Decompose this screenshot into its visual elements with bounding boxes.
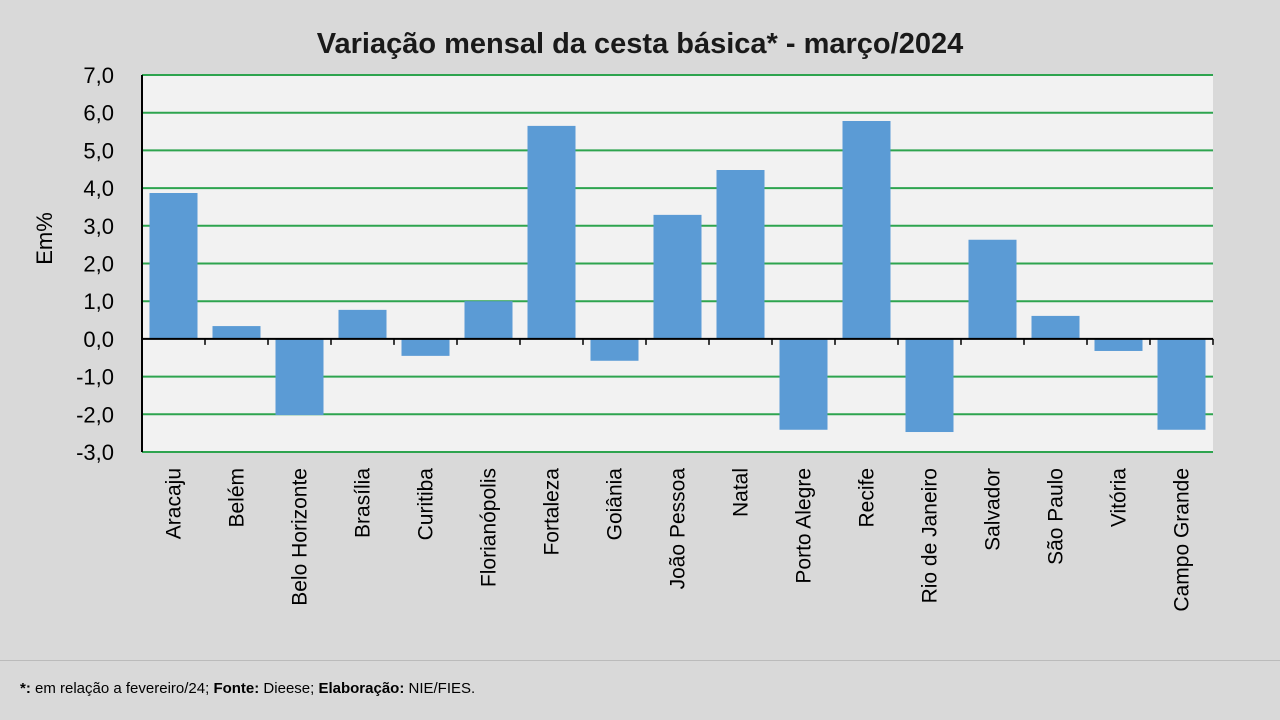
bar-goiânia	[590, 338, 639, 361]
elaboration-value: NIE/FIES.	[404, 680, 476, 697]
x-tick-label: Belém	[226, 468, 249, 528]
y-tick-label: 4,0	[83, 176, 114, 201]
y-tick-label: 1,0	[83, 289, 114, 314]
x-tick-label: Rio de Janeiro	[919, 468, 942, 603]
x-tick-label: Florianópolis	[478, 468, 501, 587]
bar-campo-grande	[1157, 338, 1206, 430]
bar-salvador	[968, 239, 1017, 339]
bar-aracaju	[149, 193, 198, 339]
x-tick-label: Natal	[730, 468, 753, 517]
bar-vitória	[1094, 338, 1143, 351]
x-tick-label: Aracaju	[163, 468, 186, 539]
footnote-mark: *:	[20, 680, 31, 697]
x-tick-label: Salvador	[982, 468, 1005, 551]
source-label: Fonte:	[213, 680, 260, 697]
x-tick-label: Goiânia	[604, 468, 627, 541]
bar-florianópolis	[464, 301, 513, 339]
x-tick-label: Curitiba	[415, 468, 438, 541]
bar-recife	[842, 120, 891, 339]
bar-porto-alegre	[779, 338, 828, 430]
y-tick-label: 5,0	[83, 138, 114, 163]
x-tick-label: Porto Alegre	[793, 468, 816, 584]
bar-joão-pessoa	[653, 214, 702, 339]
y-tick-label: 0,0	[83, 327, 114, 352]
x-tick-label: Brasília	[352, 468, 375, 538]
y-axis-label: Em%	[32, 212, 57, 265]
y-tick-label: 6,0	[83, 101, 114, 126]
y-tick-label: -2,0	[76, 402, 114, 427]
x-tick-label: Vitória	[1108, 468, 1131, 527]
x-tick-label: Campo Grande	[1171, 468, 1194, 612]
x-tick-label: Fortaleza	[541, 468, 564, 556]
chart-title: Variação mensal da cesta básica* - março…	[316, 28, 964, 60]
x-tick-label: Belo Horizonte	[289, 468, 312, 606]
bar-fortaleza	[527, 125, 576, 339]
y-tick-label: -3,0	[76, 440, 114, 465]
bar-são-paulo	[1031, 315, 1080, 339]
divider	[0, 660, 1280, 661]
footnote: *: em relação a fevereiro/24; Fonte: Die…	[20, 680, 475, 697]
bar-belém	[212, 326, 261, 339]
bar-chart: 7,0 6,0 5,0 4,0 3,0 2,0 1,0 0,0 -1,0 -2,0 -3,0 Arac…	[32, 63, 1214, 612]
y-tick-label: 2,0	[83, 252, 114, 277]
elaboration-label: Elaboração:	[318, 680, 405, 697]
bar-natal	[716, 170, 765, 339]
x-tick-label: João Pessoa	[667, 468, 690, 590]
bar-belo-horizonte	[275, 338, 324, 416]
x-tick-label: Recife	[856, 468, 879, 528]
y-tick-label: 3,0	[83, 214, 114, 239]
source-value: Dieese;	[259, 680, 319, 697]
bar-curitiba	[401, 338, 450, 356]
x-tick-label: São Paulo	[1045, 468, 1068, 565]
y-tick-label: -1,0	[76, 365, 114, 390]
bar-rio-de-janeiro	[905, 338, 954, 433]
bar-brasília	[338, 309, 387, 339]
y-tick-label: 7,0	[83, 63, 114, 88]
footnote-text: em relação a fevereiro/24;	[30, 680, 214, 697]
